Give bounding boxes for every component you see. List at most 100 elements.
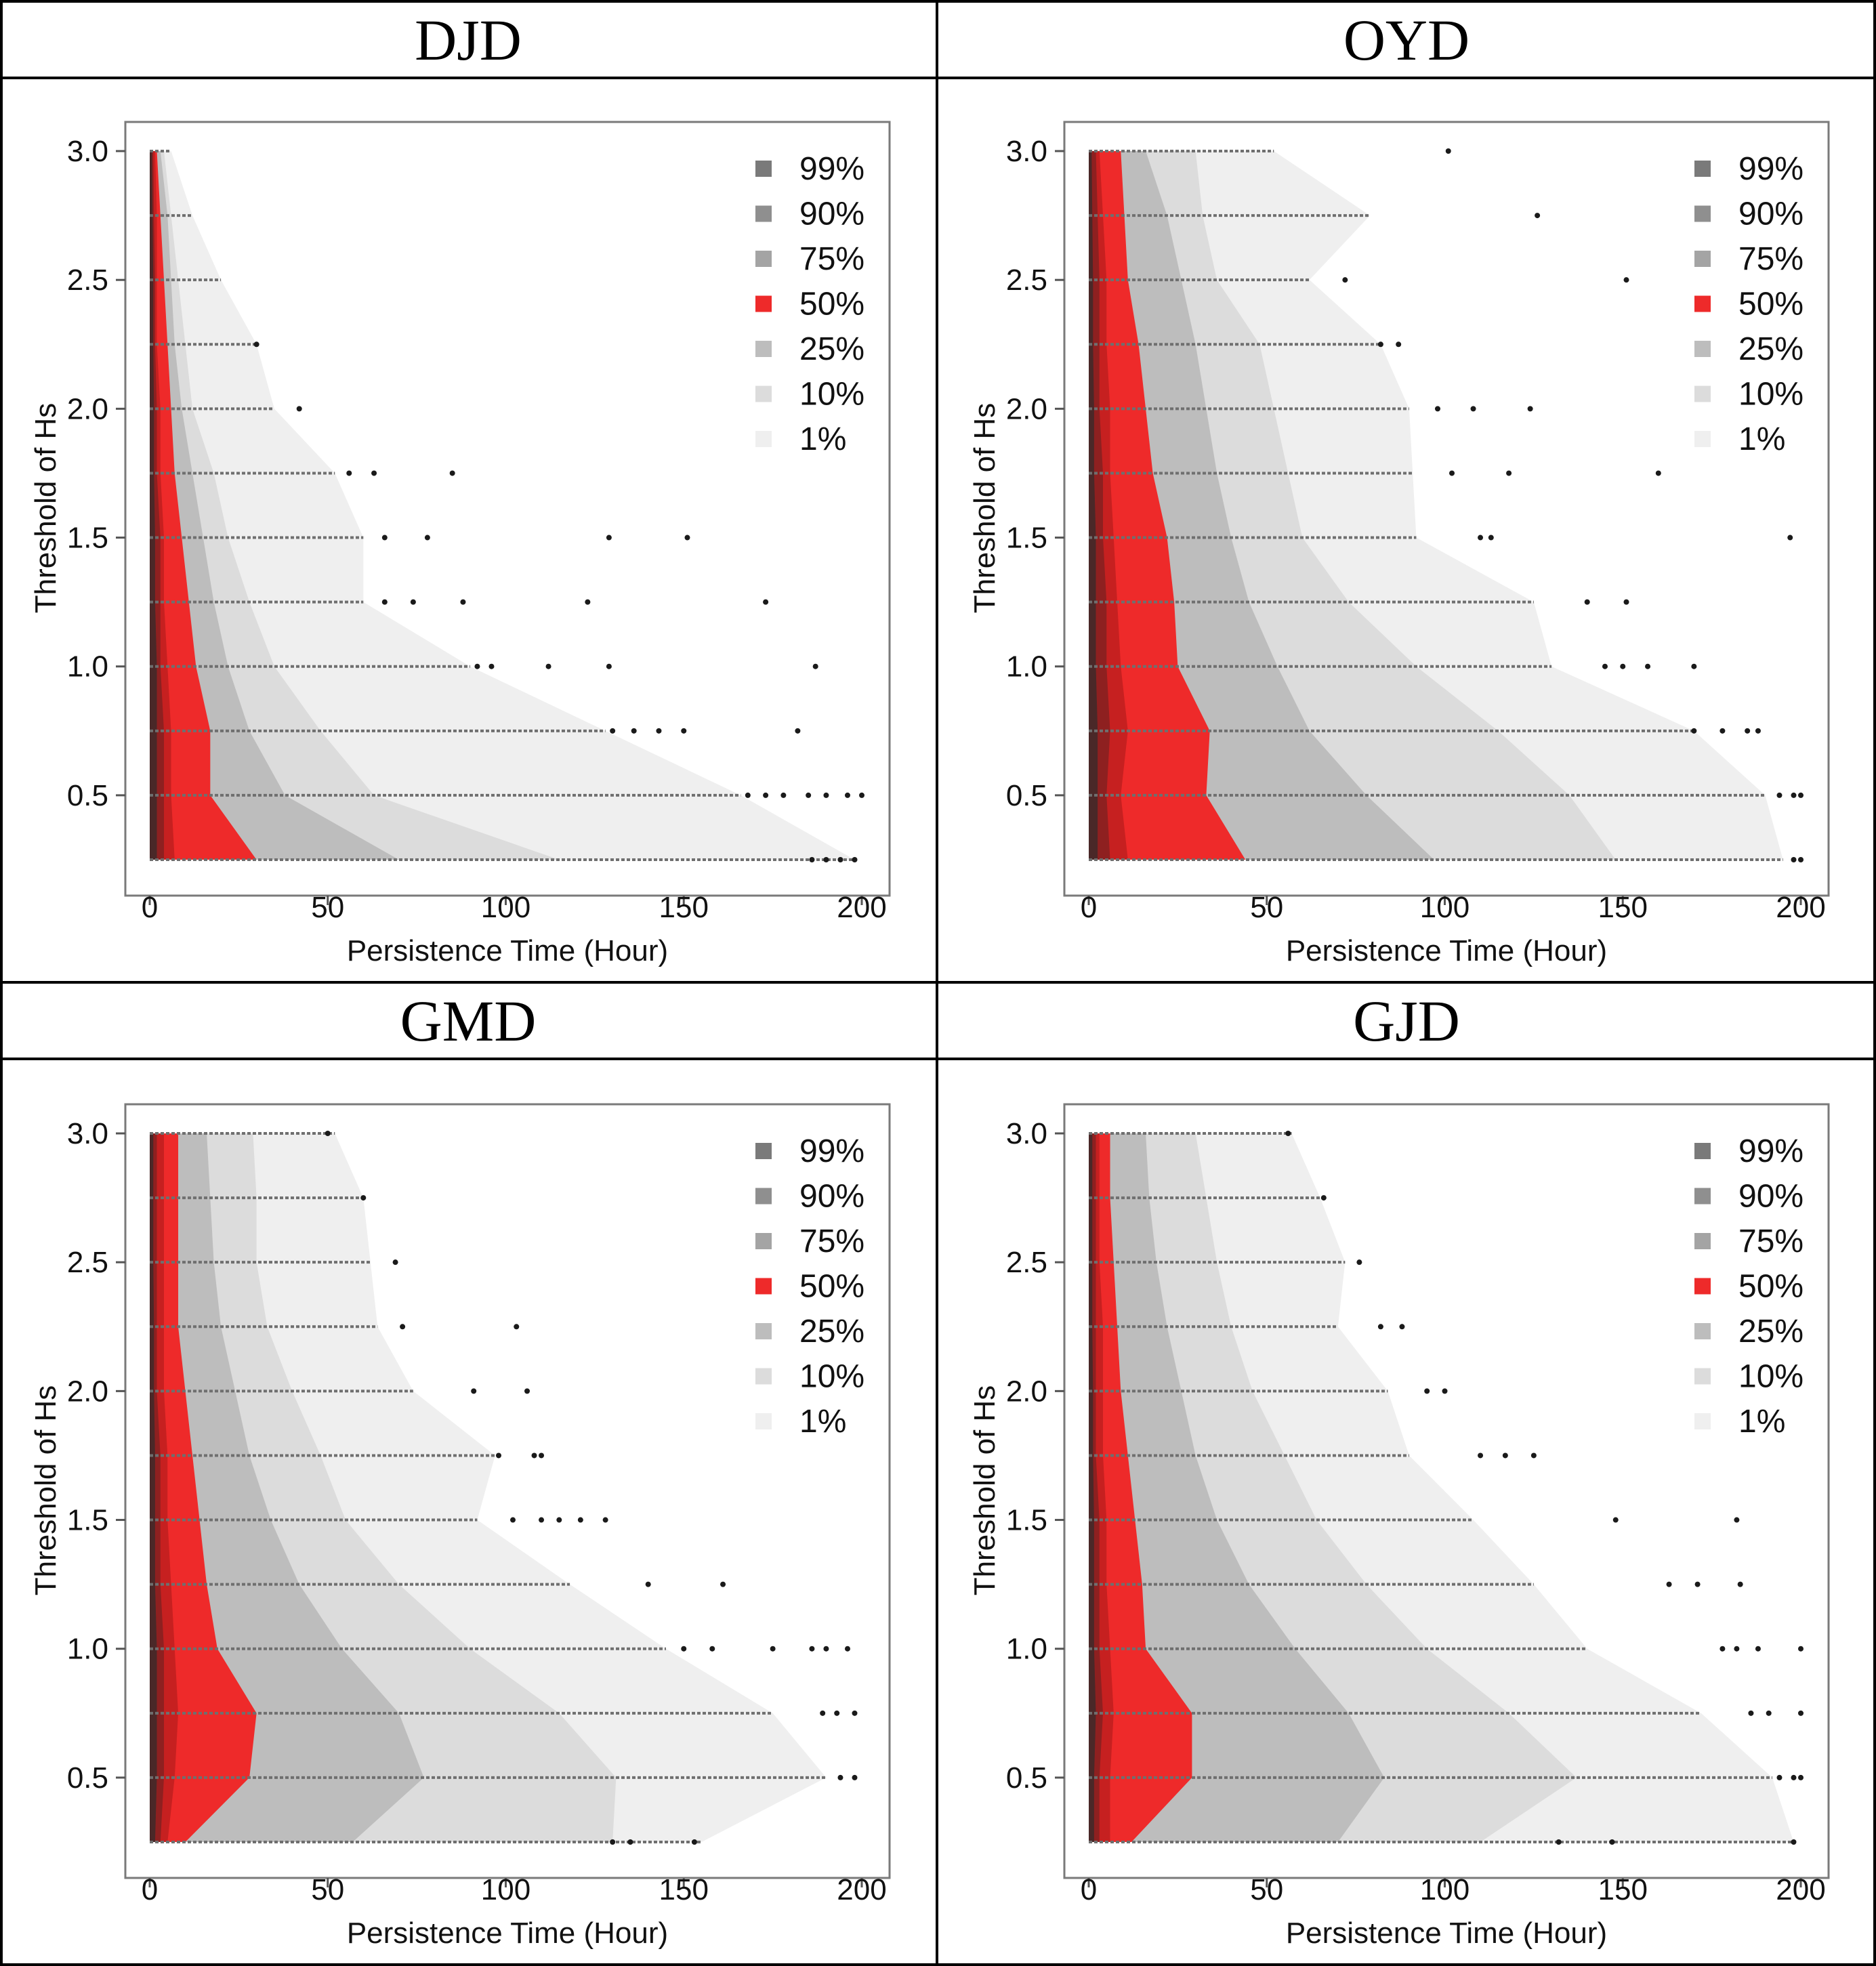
outlier-point: [1666, 1581, 1672, 1587]
outlier-point: [795, 728, 801, 734]
outlier-point: [585, 599, 591, 605]
chart-oyd: 0 50 100 150 200 0.5 1.0 1.5 2.0 2.5 3.0 Persistenc…: [968, 121, 1830, 967]
legend-swatch-50pct: [755, 295, 772, 312]
legend-swatch-75pct: [755, 1233, 772, 1249]
legend-swatch-25pct: [1694, 341, 1711, 357]
outlier-point: [631, 728, 637, 734]
outlier-point: [809, 857, 815, 862]
outlier-point: [844, 1646, 850, 1652]
legend-label-75pct: 75%: [1738, 241, 1804, 277]
outlier-point: [1766, 1710, 1772, 1716]
outlier-point: [602, 1517, 608, 1523]
band-50pct: [150, 151, 257, 860]
x-axis-label: Persistence Time (Hour): [1286, 934, 1607, 967]
y-axis-label: Threshold of Hs: [968, 1385, 1001, 1596]
legend-swatch-75pct: [1694, 251, 1711, 267]
outlier-point: [1798, 1774, 1804, 1780]
y-tick-label: 1.5: [67, 1504, 108, 1537]
outlier-point: [1748, 1710, 1754, 1716]
outlier-point: [424, 535, 430, 541]
outlier-point: [1399, 1324, 1405, 1330]
outlier-point: [1285, 1131, 1291, 1136]
outlier-point: [852, 857, 858, 862]
outlier-point: [1798, 1710, 1804, 1716]
outlier-point: [495, 1452, 501, 1459]
y-axis-label: Threshold of Hs: [968, 403, 1001, 614]
outlier-point: [1445, 148, 1451, 154]
outlier-point: [1734, 1646, 1740, 1652]
legend-swatch-25pct: [1694, 1323, 1711, 1339]
outlier-point: [1791, 792, 1797, 798]
outlier-point: [1791, 1774, 1797, 1780]
legend-swatch-10pct: [1694, 1368, 1711, 1385]
outlier-point: [806, 792, 812, 798]
outlier-point: [1356, 1259, 1362, 1266]
legend-label-75pct: 75%: [799, 241, 864, 277]
x-tick-label: 50: [1250, 891, 1283, 924]
legend-swatch-90pct: [755, 205, 772, 222]
band-99pct: [150, 151, 157, 860]
chart-gjd: 0 50 100 150 200 0.5 1.0 1.5 2.0 2.5 3.0 Persistenc…: [968, 1103, 1830, 1950]
y-tick-label: 1.0: [1006, 650, 1047, 684]
outlier-point: [346, 470, 352, 476]
outlier-point: [1719, 1646, 1726, 1652]
x-tick-label: 100: [1420, 891, 1469, 924]
y-tick-label: 2.0: [1006, 1375, 1047, 1408]
legend-swatch-50pct: [1694, 1278, 1711, 1295]
outlier-point: [645, 1581, 651, 1587]
outlier-point: [577, 1517, 583, 1523]
outlier-point: [1734, 1517, 1740, 1523]
x-tick-label: 50: [311, 891, 344, 924]
outlier-point: [1745, 728, 1751, 734]
outlier-point: [296, 406, 302, 412]
outlier-point: [539, 1517, 545, 1523]
outlier-point: [510, 1517, 516, 1523]
outlier-point: [1502, 1452, 1508, 1459]
y-tick-label: 2.5: [67, 1246, 108, 1279]
legend-swatch-1pct: [1694, 1413, 1711, 1429]
outlier-point: [1798, 857, 1804, 862]
outlier-point: [809, 1646, 815, 1652]
outlier-point: [253, 341, 259, 348]
outlier-point: [745, 792, 751, 798]
outlier-point: [1342, 277, 1348, 283]
outlier-point: [1798, 792, 1804, 798]
x-tick-label: 0: [142, 1873, 158, 1906]
outlier-point: [1755, 728, 1761, 734]
band-99pct: [150, 1133, 157, 1842]
outlier-point: [852, 1774, 858, 1780]
outlier-point: [837, 857, 843, 862]
y-tick-label: 1.5: [67, 522, 108, 555]
legend-swatch-90pct: [1694, 1188, 1711, 1205]
legend-label-10pct: 10%: [799, 377, 864, 413]
legend-label-1pct: 1%: [799, 1404, 846, 1440]
outlier-point: [1470, 406, 1476, 412]
band-1pct: [150, 151, 855, 860]
legend-label-90pct: 90%: [799, 196, 864, 232]
x-tick-label: 0: [142, 891, 158, 924]
legend-swatch-1pct: [1694, 431, 1711, 447]
outlier-point: [1787, 535, 1793, 541]
legend-swatch-99pct: [1694, 161, 1711, 177]
outlier-point: [1694, 1581, 1701, 1587]
x-tick-label: 0: [1081, 891, 1097, 924]
x-tick-label: 50: [1250, 1873, 1283, 1906]
outlier-point: [823, 792, 829, 798]
legend-swatch-75pct: [1694, 1233, 1711, 1249]
x-tick-label: 200: [837, 1873, 886, 1906]
y-tick-label: 2.5: [1006, 1246, 1047, 1279]
legend-swatch-10pct: [755, 385, 772, 402]
y-tick-label: 1.5: [1006, 1504, 1047, 1537]
outlier-point: [381, 535, 388, 541]
outlier-point: [1623, 599, 1629, 605]
y-tick-label: 3.0: [1006, 135, 1047, 168]
outlier-point: [360, 1195, 367, 1201]
y-tick-label: 0.5: [1006, 1761, 1047, 1795]
legend-label-99pct: 99%: [799, 151, 864, 187]
x-tick-label: 150: [659, 891, 709, 924]
legend-label-10pct: 10%: [1738, 377, 1804, 413]
legend-label-75pct: 75%: [799, 1223, 864, 1259]
band-25pct: [150, 151, 399, 860]
outlier-point: [471, 1388, 477, 1394]
